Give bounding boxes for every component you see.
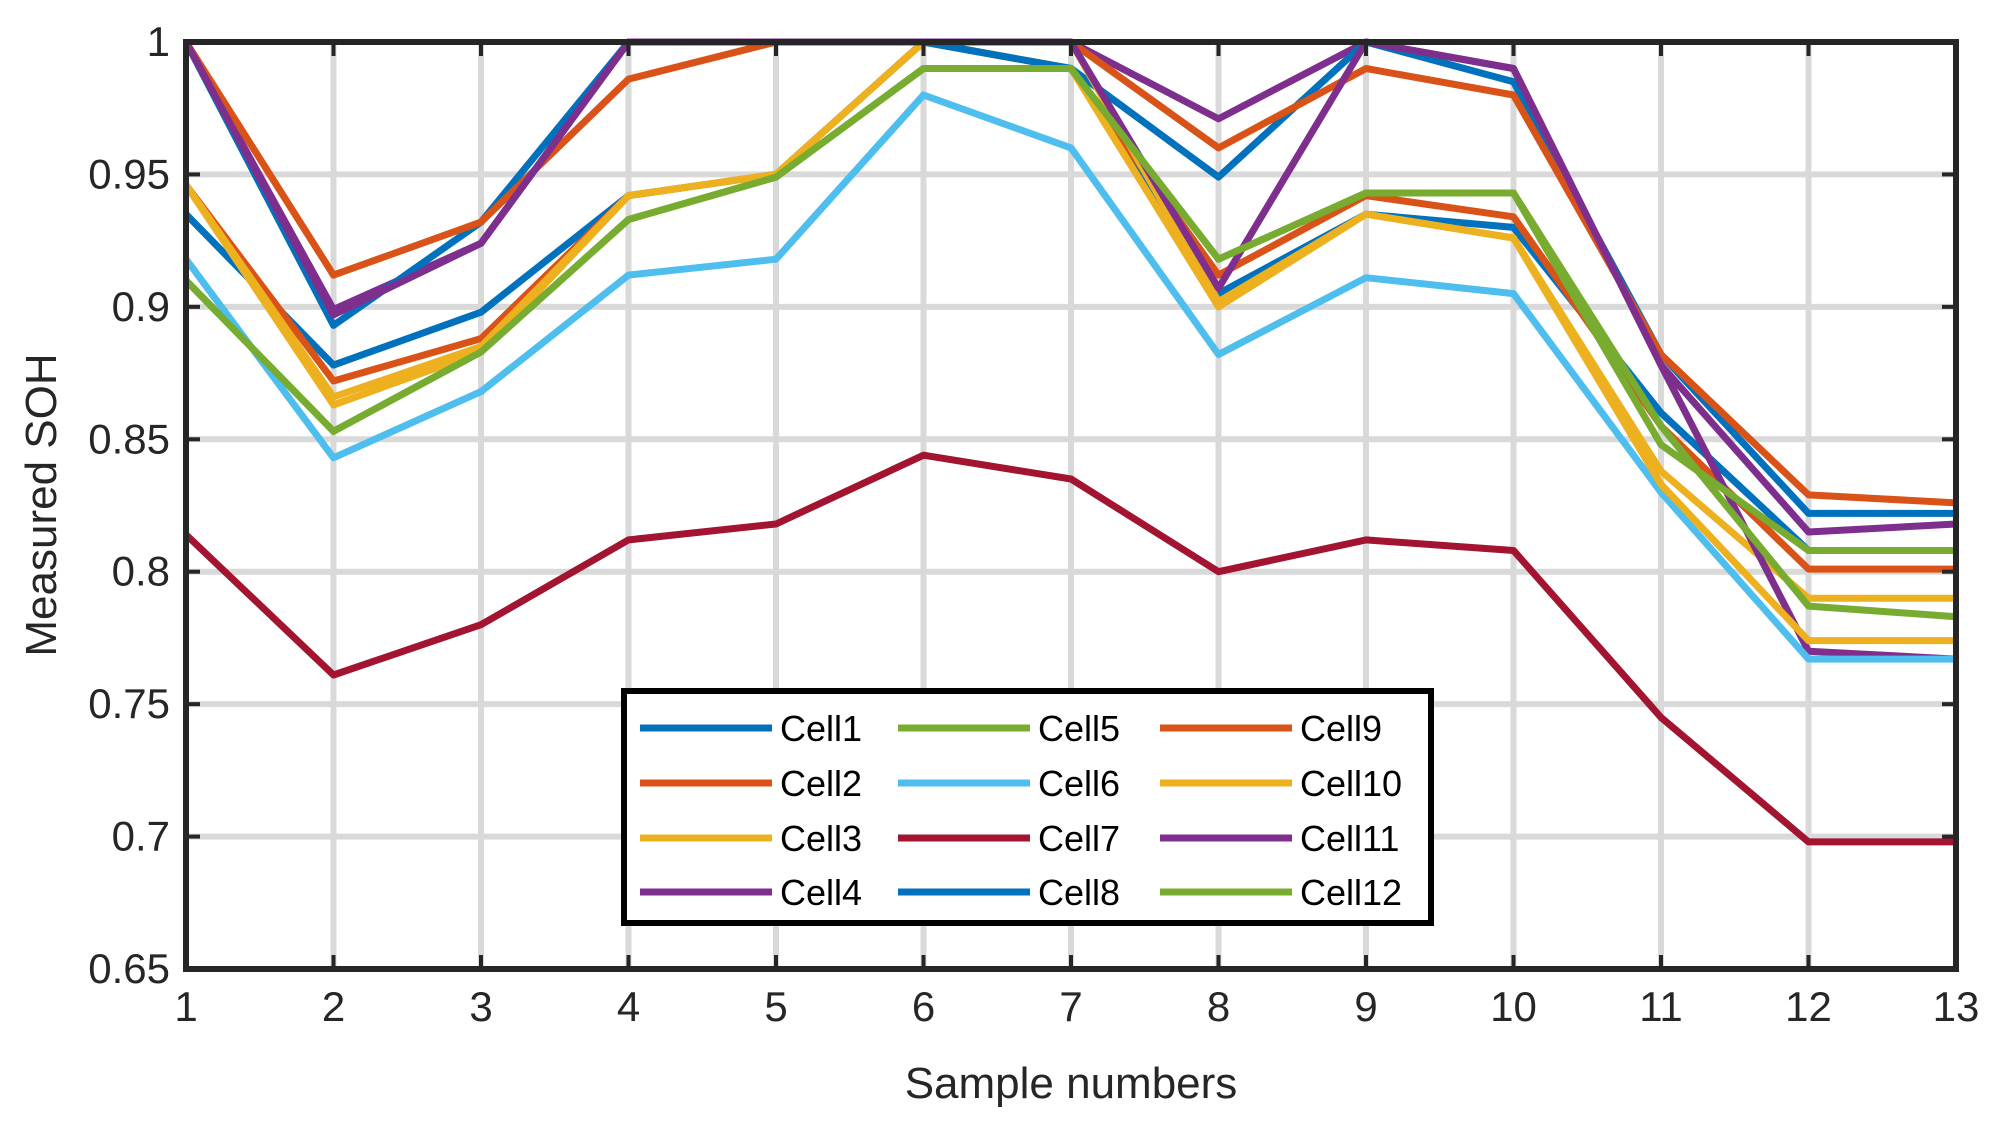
y-tick-label: 0.75 (88, 680, 170, 727)
legend-label-cell12: Cell12 (1300, 872, 1402, 913)
y-tick-label: 0.7 (112, 813, 170, 860)
x-tick-label: 1 (174, 983, 197, 1030)
legend-label-cell5: Cell5 (1038, 708, 1120, 749)
x-tick-label: 8 (1207, 983, 1230, 1030)
series-line-cell7 (183, 451, 1956, 846)
y-tick-label: 0.9 (112, 283, 170, 330)
y-tick-label: 0.95 (88, 150, 170, 197)
x-tick-label: 10 (1490, 983, 1537, 1030)
x-tick-label: 11 (1639, 983, 1683, 1030)
x-tick-label: 7 (1059, 983, 1082, 1030)
legend-label-cell10: Cell10 (1300, 763, 1402, 804)
x-tick-label: 13 (1933, 983, 1980, 1030)
x-axis-label: Sample numbers (905, 1059, 1238, 1108)
y-tick-label: 0.8 (112, 548, 170, 595)
series-line-cell12 (183, 65, 1956, 554)
legend-label-cell6: Cell6 (1038, 763, 1120, 804)
x-tick-label: 9 (1354, 983, 1377, 1030)
legend-label-cell3: Cell3 (780, 818, 862, 859)
legend: Cell1 Cell2 Cell3 Cell4 Cell5 Cell6 Cell7 Cell8… (621, 688, 1434, 926)
x-tick-label: 3 (469, 983, 492, 1030)
legend-label-cell4: Cell4 (780, 872, 862, 913)
x-tick-label: 6 (912, 983, 935, 1030)
series-line-cell6 (183, 91, 1956, 663)
legend-label-cell7: Cell7 (1038, 818, 1120, 859)
x-tick-label: 5 (764, 983, 787, 1030)
y-tick-label: 0.85 (88, 415, 170, 462)
y-tick-label: 0.65 (88, 945, 170, 992)
legend-label-cell9: Cell9 (1300, 708, 1382, 749)
legend-label-cell11: Cell11 (1300, 818, 1399, 859)
legend-label-cell1: Cell1 (780, 708, 862, 749)
y-tick-label: 1 (147, 18, 170, 65)
x-tick-label: 12 (1785, 983, 1832, 1030)
legend-label-cell8: Cell8 (1038, 872, 1120, 913)
axis-ticks: 1 2 3 4 5 6 7 8 9 10 11 12 130.650.70.750.80.850.90.… (88, 18, 1979, 1030)
x-tick-label: 2 (322, 983, 345, 1030)
legend-label-cell2: Cell2 (780, 763, 862, 804)
x-tick-label: 4 (617, 983, 640, 1030)
y-axis-label: Measured SOH (17, 353, 66, 656)
